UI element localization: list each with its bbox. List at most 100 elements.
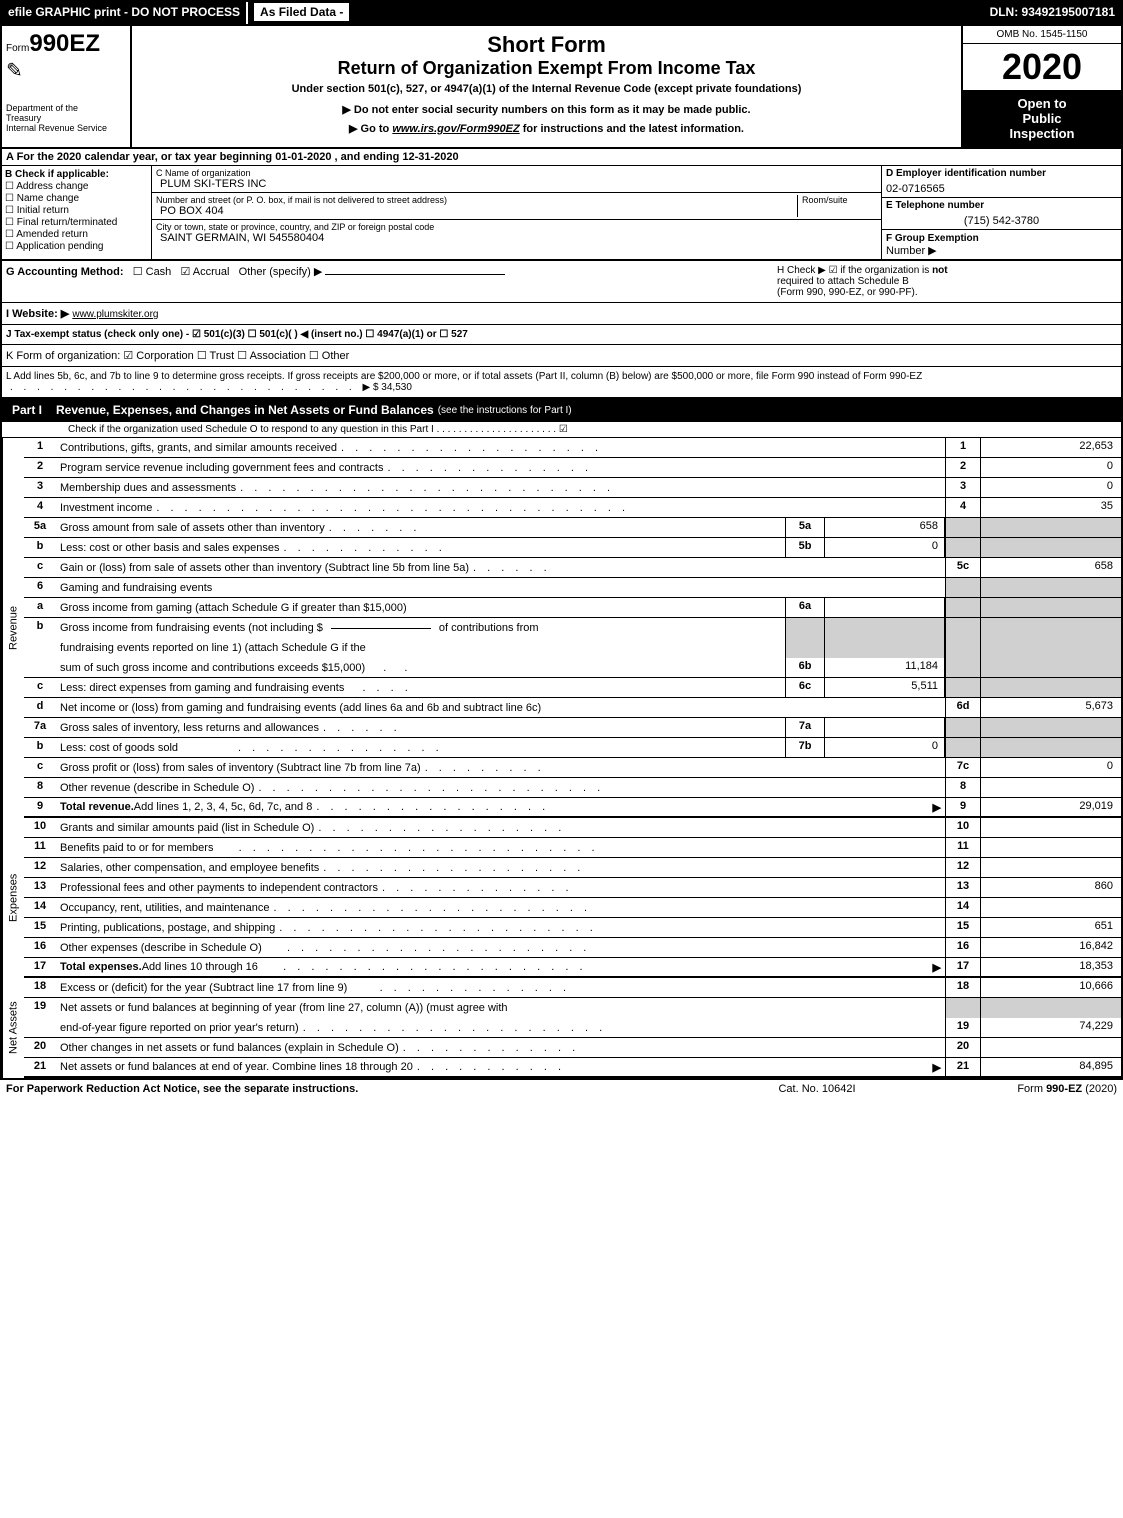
line-15-val: 651 [981, 918, 1121, 937]
dept-line-1: Department of the [6, 103, 126, 113]
line-6b-graysubval1 [825, 618, 945, 638]
line-7b-grayval [981, 738, 1121, 757]
line-4: 4 Investment income. . . . . . . . . . .… [24, 498, 1121, 518]
line-12-num: 12 [24, 858, 56, 877]
line-7b: b Less: cost of goods sold. . . . . . . … [24, 738, 1121, 758]
line-6b-graysub2 [785, 638, 825, 658]
line-8: 8 Other revenue (describe in Schedule O)… [24, 778, 1121, 798]
chk-address-change[interactable]: ☐ Address change [5, 181, 148, 192]
line-8-box: 8 [945, 778, 981, 797]
chk-cash[interactable]: ☐ Cash [133, 266, 172, 278]
line-3: 3 Membership dues and assessments. . . .… [24, 478, 1121, 498]
row-gh: G Accounting Method: ☐ Cash ☑ Accrual Ot… [2, 261, 1121, 303]
section-b-checkboxes: B Check if applicable: ☐ Address change … [2, 166, 152, 259]
line-2: 2 Program service revenue including gove… [24, 458, 1121, 478]
return-title: Return of Organization Exempt From Incom… [138, 58, 955, 79]
line-6b-desc2: of contributions from [439, 622, 539, 634]
row-ein: D Employer identification number 02-0716… [882, 166, 1121, 198]
l-text: L Add lines 5b, 6c, and 7b to line 9 to … [6, 371, 922, 382]
line-11-desc: Benefits paid to or for members [60, 842, 213, 854]
phone-label: E Telephone number [886, 200, 1117, 211]
irs-url-link[interactable]: www.irs.gov/Form990EZ [392, 123, 519, 135]
line-7c-box: 7c [945, 758, 981, 777]
b-header: B Check if applicable: [5, 169, 148, 180]
irs-swoosh-icon: ✎ [6, 58, 126, 83]
as-filed-text: As Filed Data - [254, 3, 349, 21]
line-4-val: 35 [981, 498, 1121, 517]
line-5c-num: c [24, 558, 56, 577]
line-17-num: 17 [24, 958, 56, 976]
final-label: Final return/terminated [17, 217, 118, 228]
line-7b-subbox: 7b [785, 738, 825, 757]
sub3-post: for instructions and the latest informat… [520, 123, 744, 135]
h-text-3: (Form 990, 990-EZ, or 990-PF). [777, 287, 1117, 298]
line-6-desc: Gaming and fundraising events [60, 582, 212, 594]
chk-accrual[interactable]: ☑ Accrual [180, 266, 229, 278]
line-6d: d Net income or (loss) from gaming and f… [24, 698, 1121, 718]
dept-text: Department of the Treasury Internal Reve… [6, 103, 126, 133]
row-phone: E Telephone number (715) 542-3780 [882, 198, 1121, 230]
line-18-box: 18 [945, 978, 981, 997]
chk-name-change[interactable]: ☐ Name change [5, 193, 148, 204]
part-1-check-line: Check if the organization used Schedule … [2, 422, 1121, 438]
line-17-box: 17 [945, 958, 981, 976]
line-10-desc: Grants and similar amounts paid (list in… [60, 822, 314, 834]
line-5b: b Less: cost or other basis and sales ex… [24, 538, 1121, 558]
line-15-box: 15 [945, 918, 981, 937]
line-6b-1: b Gross income from fundraising events (… [24, 618, 1121, 638]
line-17-arrow-icon: ▶ [933, 961, 941, 974]
line-19-desc2: end-of-year figure reported on prior yea… [60, 1022, 299, 1034]
line-3-val: 0 [981, 478, 1121, 497]
line-8-desc: Other revenue (describe in Schedule O) [60, 782, 254, 794]
line-19-val: 74,229 [981, 1018, 1121, 1037]
row-group-exemption: F Group Exemption Number ▶ [882, 230, 1121, 259]
city-label: City or town, state or province, country… [156, 222, 877, 232]
open-line-3: Inspection [969, 126, 1115, 141]
row-i-website: I Website: ▶ www.plumskiter.org [2, 303, 1121, 325]
line-9-num: 9 [24, 798, 56, 816]
line-5c-desc: Gain or (loss) from sale of assets other… [60, 562, 469, 574]
line-7a-graybox [945, 718, 981, 737]
line-17-val: 18,353 [981, 958, 1121, 976]
line-19-graybox [945, 998, 981, 1018]
line-5b-desc: Less: cost or other basis and sales expe… [60, 542, 280, 554]
line-8-val [981, 778, 1121, 797]
chk-final-return[interactable]: ☐ Final return/terminated [5, 217, 148, 228]
name-change-label: Name change [17, 193, 79, 204]
chk-other-method[interactable]: Other (specify) ▶ [239, 266, 323, 278]
expenses-side-label: Expenses [2, 818, 24, 978]
room-label: Room/suite [797, 195, 877, 217]
chk-amended-return[interactable]: ☐ Amended return [5, 229, 148, 240]
line-6a-subval [825, 598, 945, 617]
line-6-graybox [945, 578, 981, 597]
website-url[interactable]: www.plumskiter.org [72, 309, 158, 320]
line-18-num: 18 [24, 978, 56, 997]
line-6b-desc4: sum of such gross income and contributio… [60, 662, 365, 674]
line-7b-num: b [24, 738, 56, 757]
line-7c-num: c [24, 758, 56, 777]
org-name-value: PLUM SKI-TERS INC [160, 178, 266, 190]
open-to-public: Open to Public Inspection [963, 90, 1121, 147]
row-g-accounting: G Accounting Method: ☐ Cash ☑ Accrual Ot… [6, 265, 777, 298]
line-9: 9 Total revenue. Add lines 1, 2, 3, 4, 5… [24, 798, 1121, 818]
initial-label: Initial return [17, 205, 69, 216]
line-7b-graybox [945, 738, 981, 757]
accounting-label: G Accounting Method: [6, 266, 124, 278]
chk-application-pending[interactable]: ☐ Application pending [5, 241, 148, 252]
line-20: 20 Other changes in net assets or fund b… [24, 1038, 1121, 1058]
subtitle-3: ▶ Go to www.irs.gov/Form990EZ for instru… [138, 122, 955, 135]
check-mark-icon: ☑ [559, 424, 568, 435]
line-4-num: 4 [24, 498, 56, 517]
form-page: efile GRAPHIC print - DO NOT PROCESS As … [0, 0, 1123, 1080]
chk-initial-return[interactable]: ☐ Initial return [5, 205, 148, 216]
line-20-desc: Other changes in net assets or fund bala… [60, 1042, 399, 1054]
form-prefix: Form [6, 43, 29, 54]
line-21-desc: Net assets or fund balances at end of ye… [60, 1061, 413, 1073]
line-11-val [981, 838, 1121, 857]
line-6b-subval: 11,184 [825, 658, 945, 677]
footer-paperwork-notice: For Paperwork Reduction Act Notice, see … [6, 1083, 717, 1095]
line-5a-graybox [945, 518, 981, 537]
line-15-num: 15 [24, 918, 56, 937]
org-name-label: C Name of organization [156, 168, 266, 178]
line-3-num: 3 [24, 478, 56, 497]
